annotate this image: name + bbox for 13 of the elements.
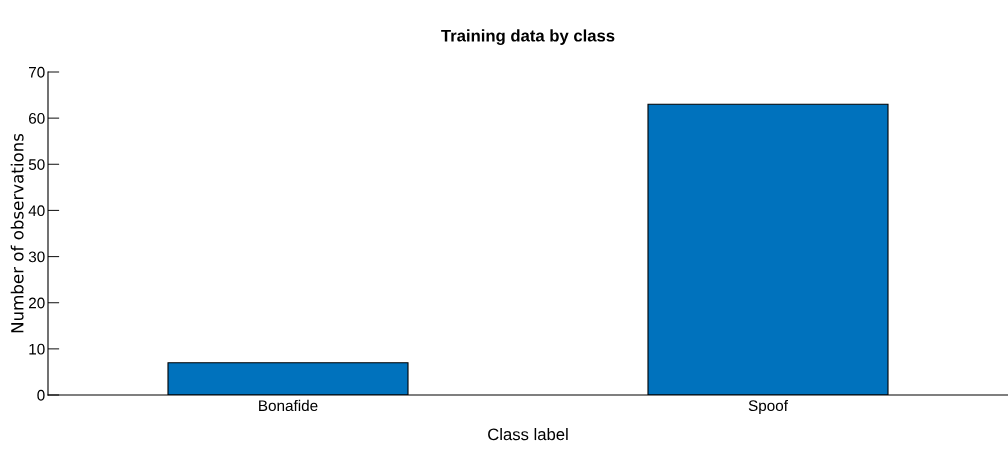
y-tick-label: 10 <box>29 343 45 355</box>
x-axis-title: Class label <box>488 427 568 441</box>
y-tick-label: 50 <box>28 159 45 170</box>
y-axis-title: Number of observations <box>10 133 24 333</box>
x-tick-label: Spoof <box>748 399 788 415</box>
y-tick-label: 70 <box>29 66 45 78</box>
y-tick-label: 30 <box>28 251 45 263</box>
y-tick-label: 60 <box>29 113 45 124</box>
chart-title: Training data by class <box>441 29 615 45</box>
y-tick-label: 20 <box>29 297 45 309</box>
x-tick-label: Bonafide <box>259 399 318 412</box>
y-tick-label: 40 <box>28 205 45 217</box>
y-tick-label: 0 <box>37 389 45 401</box>
